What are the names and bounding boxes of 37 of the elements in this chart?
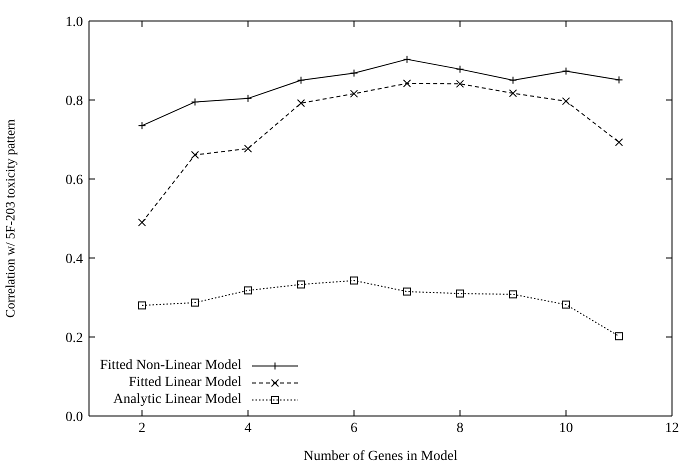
point	[244, 286, 252, 294]
point	[562, 300, 570, 309]
point	[509, 89, 517, 98]
x-tick-label: 2	[138, 420, 146, 436]
point	[297, 280, 305, 288]
point	[297, 99, 305, 108]
x-tick-label: 4	[244, 420, 252, 436]
point	[350, 90, 358, 98]
legend-label: Fitted Linear Model	[128, 374, 242, 390]
point	[191, 150, 199, 159]
legend-label: Analytic Linear Model	[113, 392, 242, 408]
y-tick-label: 0.0	[66, 410, 83, 425]
point	[615, 332, 623, 340]
point	[562, 97, 570, 106]
y-axis-title: Correlation w/ 5F-203 toxicity pattern	[2, 118, 18, 318]
x-tick-label: 10	[559, 420, 573, 436]
y-tick-label: 0.8	[66, 94, 83, 109]
x-tick-label: 12	[665, 420, 679, 436]
point	[403, 79, 411, 88]
point	[138, 301, 146, 310]
point	[615, 138, 623, 146]
point	[350, 276, 358, 285]
y-tick-label: 0.6	[66, 172, 83, 188]
point	[456, 80, 464, 88]
point	[403, 288, 411, 296]
point	[138, 218, 146, 226]
y-tick-label: 0.4	[66, 252, 83, 267]
point	[191, 298, 199, 307]
x-axis-title: Number of Genes in Model	[304, 449, 458, 464]
point	[509, 290, 517, 298]
x-tick-label: 6	[350, 420, 358, 436]
y-tick-label: 1.0	[66, 14, 83, 30]
point	[456, 290, 464, 298]
x-tick-label: 8	[456, 420, 464, 436]
legend-label: Fitted Non-Linear Model	[100, 358, 242, 374]
point	[244, 144, 252, 153]
y-tick-label: 0.2	[66, 330, 83, 346]
